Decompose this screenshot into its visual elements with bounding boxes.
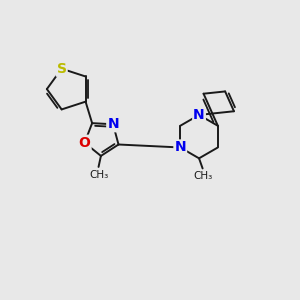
Text: S: S bbox=[57, 62, 67, 76]
Text: N: N bbox=[174, 140, 186, 154]
Text: CH₃: CH₃ bbox=[89, 170, 108, 180]
Text: N: N bbox=[107, 117, 119, 131]
Text: N: N bbox=[193, 108, 205, 122]
Text: CH₃: CH₃ bbox=[193, 171, 212, 182]
Text: O: O bbox=[79, 136, 91, 150]
